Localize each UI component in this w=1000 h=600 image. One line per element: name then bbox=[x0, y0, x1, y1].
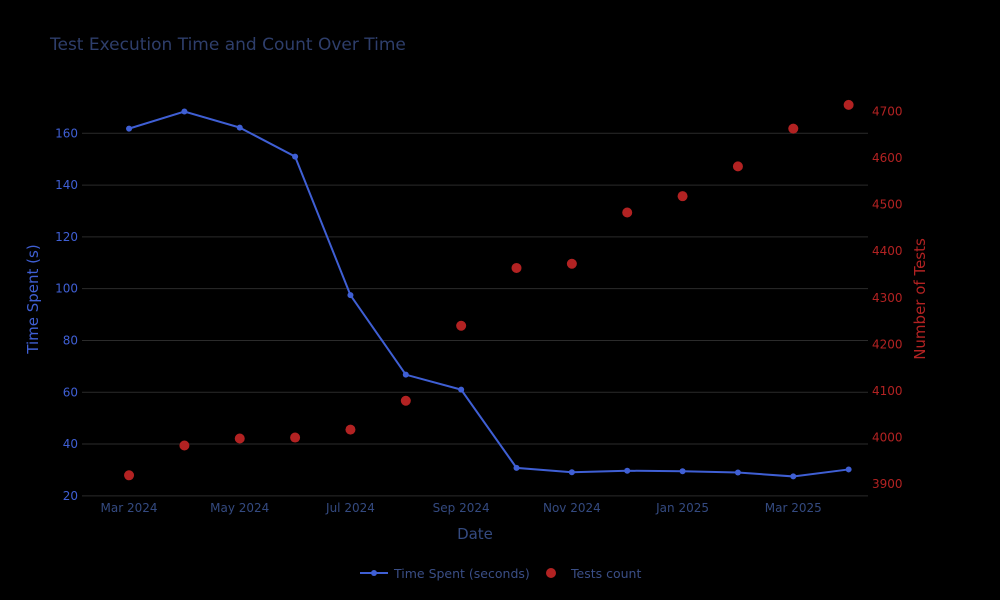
legend-time-spent-marker-swatch bbox=[371, 570, 377, 576]
tests-count-point bbox=[456, 320, 467, 331]
y-tick-label: 100 bbox=[55, 282, 78, 296]
tests-count-point bbox=[788, 123, 799, 134]
x-axis-ticks: Mar 2024 May 2024 Jul 2024 Sep 2024 Nov 2024… bbox=[101, 501, 822, 515]
time-spent-point bbox=[236, 124, 243, 131]
grid-lines bbox=[82, 132, 868, 497]
legend-time-spent-label: Time Spent (seconds) bbox=[393, 566, 530, 581]
legend[interactable]: Time Spent (seconds) Tests count bbox=[360, 566, 641, 581]
legend-tests-count-swatch bbox=[546, 568, 556, 578]
y2-tick-label: 3900 bbox=[872, 477, 903, 491]
time-spent-point bbox=[292, 153, 299, 160]
tests-count-point bbox=[179, 440, 190, 451]
y2-tick-label: 4000 bbox=[872, 431, 903, 445]
y-tick-label: 40 bbox=[63, 437, 78, 451]
tests-count-point bbox=[124, 470, 135, 481]
time-spent-series bbox=[126, 108, 852, 480]
y-tick-label: 20 bbox=[63, 489, 78, 503]
y2-tick-label: 4200 bbox=[872, 337, 903, 351]
tests-count-point bbox=[843, 99, 854, 110]
tests-count-series bbox=[124, 99, 854, 481]
tests-count-point bbox=[290, 432, 301, 443]
time-spent-line bbox=[128, 110, 849, 478]
tests-count-point bbox=[400, 395, 411, 406]
tests-count-point bbox=[345, 424, 356, 435]
time-spent-point bbox=[734, 469, 741, 476]
x-axis-title: Date bbox=[457, 525, 493, 543]
y2-tick-label: 4600 bbox=[872, 151, 903, 165]
time-spent-point bbox=[845, 466, 852, 473]
y-tick-label: 80 bbox=[63, 333, 78, 347]
x-tick-label: Sep 2024 bbox=[433, 501, 490, 515]
tests-count-point bbox=[732, 161, 743, 172]
y2-tick-label: 4400 bbox=[872, 244, 903, 258]
tests-count-point bbox=[566, 258, 577, 269]
time-spent-point bbox=[790, 473, 797, 480]
y2-tick-label: 4500 bbox=[872, 198, 903, 212]
left-axis-ticks: 20 40 60 80 100 120 140 160 bbox=[55, 126, 78, 503]
time-spent-point bbox=[679, 468, 686, 475]
time-spent-point bbox=[568, 469, 575, 476]
time-spent-point bbox=[624, 467, 631, 474]
x-tick-label: Mar 2025 bbox=[765, 501, 822, 515]
x-tick-label: Nov 2024 bbox=[543, 501, 601, 515]
time-spent-point bbox=[347, 292, 354, 299]
y2-tick-label: 4700 bbox=[872, 104, 903, 118]
y2-tick-label: 4300 bbox=[872, 291, 903, 305]
x-tick-label: Jul 2024 bbox=[325, 501, 375, 515]
x-tick-label: May 2024 bbox=[210, 501, 269, 515]
y2-axis-title: Number of Tests bbox=[911, 238, 929, 360]
time-spent-point bbox=[126, 125, 133, 132]
time-spent-point bbox=[181, 108, 188, 115]
y2-tick-label: 4100 bbox=[872, 384, 903, 398]
y-tick-label: 60 bbox=[63, 385, 78, 399]
chart-title: Test Execution Time and Count Over Time bbox=[49, 35, 406, 55]
tests-count-point bbox=[677, 191, 688, 202]
legend-tests-count-label: Tests count bbox=[570, 566, 641, 581]
right-axis-ticks: 3900 4000 4100 4200 4300 4400 4500 4600 4700 bbox=[872, 104, 903, 491]
tests-count-point bbox=[511, 262, 522, 273]
y-tick-label: 120 bbox=[55, 230, 78, 244]
tests-count-point bbox=[234, 433, 245, 444]
time-spent-point bbox=[513, 464, 520, 471]
y-tick-label: 140 bbox=[55, 178, 78, 192]
x-tick-label: Mar 2024 bbox=[101, 501, 158, 515]
y-tick-label: 160 bbox=[55, 126, 78, 140]
x-tick-label: Jan 2025 bbox=[655, 501, 709, 515]
time-spent-point bbox=[402, 371, 409, 378]
tests-count-point bbox=[622, 207, 633, 218]
time-spent-point bbox=[458, 386, 465, 393]
y-axis-title: Time Spent (s) bbox=[24, 244, 42, 354]
